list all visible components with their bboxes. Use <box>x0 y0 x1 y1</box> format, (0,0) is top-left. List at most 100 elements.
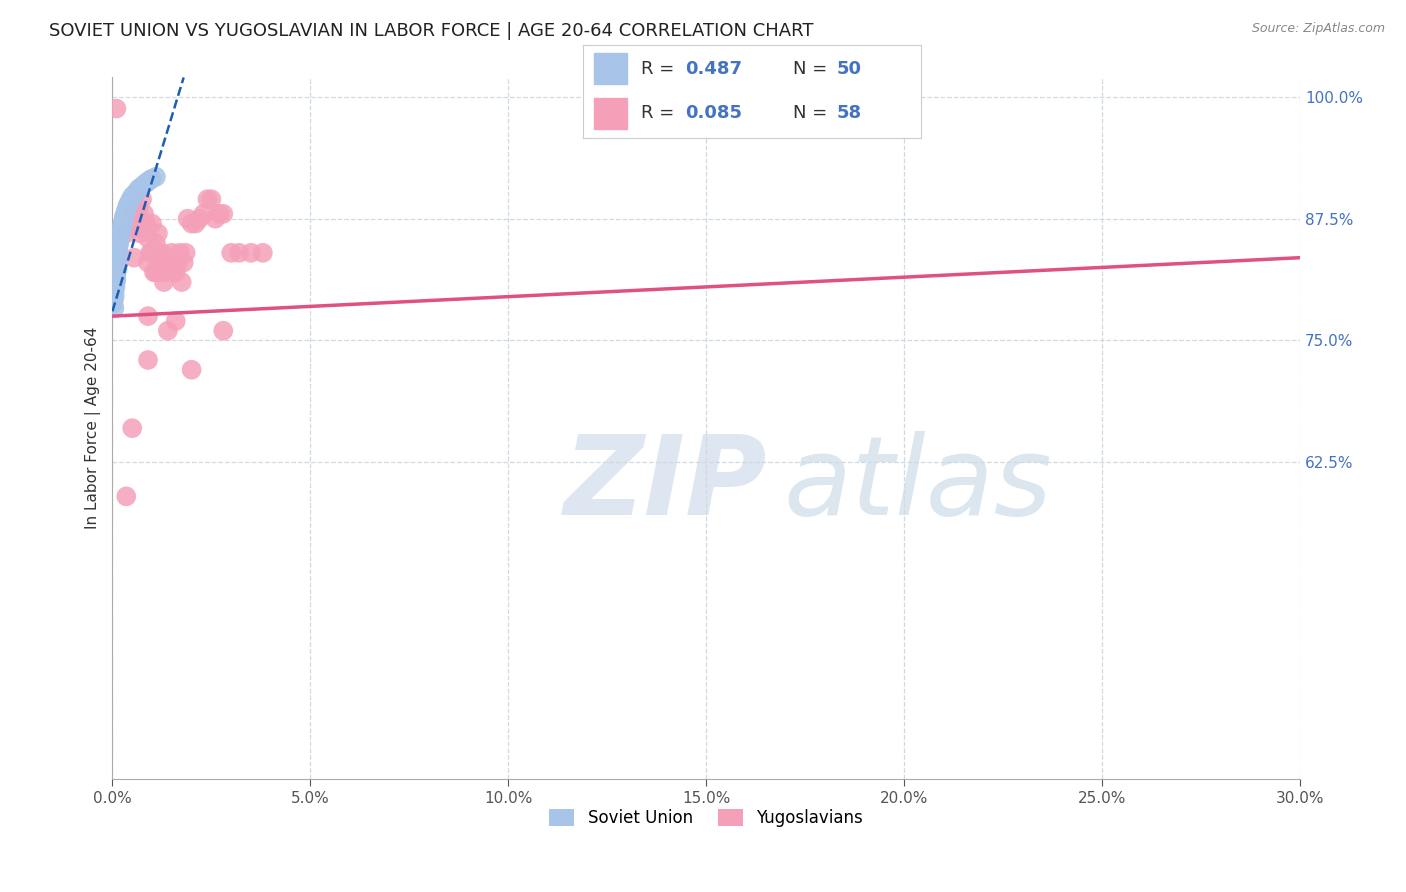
Point <box>118 195 141 210</box>
Point <box>114 207 136 221</box>
Point <box>104 288 127 302</box>
Text: 0.085: 0.085 <box>685 104 742 122</box>
Point <box>180 362 202 376</box>
Point <box>212 324 235 338</box>
Point <box>107 251 129 265</box>
Point <box>165 265 187 279</box>
Point <box>121 189 143 203</box>
Point <box>122 187 145 202</box>
Point <box>219 245 242 260</box>
Point <box>143 265 166 279</box>
Point <box>112 211 135 225</box>
Point <box>184 217 207 231</box>
Point <box>110 224 132 238</box>
Text: Source: ZipAtlas.com: Source: ZipAtlas.com <box>1251 22 1385 36</box>
Point <box>156 324 179 338</box>
Point <box>141 171 163 186</box>
Point <box>110 222 132 236</box>
Point <box>121 421 143 435</box>
Point <box>166 255 188 269</box>
Bar <box>593 53 627 84</box>
Point <box>117 199 139 213</box>
Point <box>139 245 162 260</box>
Point <box>111 219 134 233</box>
Point <box>110 227 132 241</box>
Text: 50: 50 <box>837 61 862 78</box>
Text: N =: N = <box>793 104 832 122</box>
Point <box>129 227 152 241</box>
Point <box>127 182 149 196</box>
Point <box>103 292 125 306</box>
Point <box>212 207 235 221</box>
Point <box>125 186 148 200</box>
Point <box>139 173 162 187</box>
Text: ZIP: ZIP <box>564 431 768 538</box>
Point <box>149 245 172 260</box>
Point <box>104 280 127 294</box>
Point <box>169 245 191 260</box>
Point <box>153 260 176 275</box>
Point <box>174 245 197 260</box>
Point <box>163 265 186 279</box>
Point <box>107 241 129 255</box>
Text: 0.487: 0.487 <box>685 61 742 78</box>
Point <box>173 255 195 269</box>
Point <box>145 235 167 250</box>
Point <box>112 209 135 223</box>
Point <box>188 211 211 226</box>
Point <box>103 296 125 310</box>
Point <box>108 235 131 250</box>
Bar <box>593 98 627 129</box>
Point <box>127 202 149 216</box>
Point <box>197 192 219 206</box>
Point <box>129 180 152 194</box>
Point <box>108 231 131 245</box>
Legend: Soviet Union, Yugoslavians: Soviet Union, Yugoslavians <box>543 802 870 834</box>
Point <box>136 309 159 323</box>
Point <box>108 233 131 247</box>
Point <box>176 211 198 226</box>
Point <box>131 179 153 194</box>
Point <box>110 228 132 243</box>
Text: N =: N = <box>793 61 832 78</box>
Point <box>165 314 187 328</box>
Point <box>180 217 202 231</box>
Point <box>122 251 145 265</box>
Point <box>115 202 138 216</box>
Text: 58: 58 <box>837 104 862 122</box>
Point <box>111 217 134 231</box>
Point <box>103 285 125 299</box>
Point <box>135 176 157 190</box>
Point <box>105 255 128 269</box>
Point <box>156 255 179 269</box>
Point <box>115 227 138 241</box>
Point <box>200 192 222 206</box>
Point <box>160 245 183 260</box>
Text: R =: R = <box>641 61 681 78</box>
Point <box>121 207 143 221</box>
Point <box>132 207 155 221</box>
Y-axis label: In Labor Force | Age 20-64: In Labor Force | Age 20-64 <box>86 327 101 529</box>
Text: R =: R = <box>641 104 681 122</box>
Point <box>129 221 152 235</box>
Point <box>239 245 262 260</box>
Point <box>105 260 128 275</box>
Point <box>135 217 157 231</box>
Point <box>146 227 169 241</box>
Point <box>208 207 231 221</box>
Point <box>105 265 128 279</box>
Point <box>111 220 134 235</box>
Point <box>136 353 159 368</box>
Point <box>104 275 127 289</box>
Point <box>115 203 138 218</box>
Text: atlas: atlas <box>783 431 1052 538</box>
Point <box>117 197 139 211</box>
Point <box>150 245 173 260</box>
Point <box>104 270 127 285</box>
Point <box>159 255 181 269</box>
Point <box>252 245 274 260</box>
Point <box>112 214 135 228</box>
Point <box>105 102 128 116</box>
Point <box>105 273 128 287</box>
Point <box>136 175 159 189</box>
